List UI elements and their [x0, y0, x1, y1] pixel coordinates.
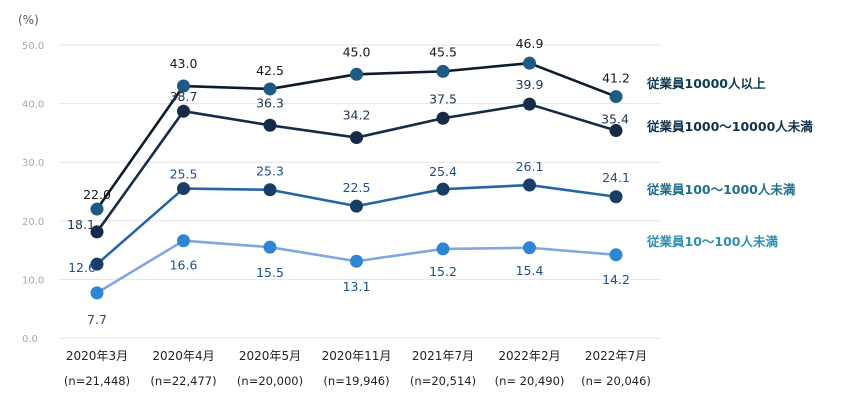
data-label: 25.5	[170, 167, 198, 182]
data-point-marker	[177, 104, 190, 118]
y-tick-label: 0.0	[22, 334, 38, 345]
legend-label: 従業員1000〜10000人未満	[646, 119, 813, 134]
data-point-marker	[609, 248, 623, 262]
x-category-label: 2020年11月	[322, 349, 392, 363]
data-point-marker	[350, 131, 363, 145]
data-point-marker	[263, 183, 277, 197]
x-sample-size-label: (n=22,477)	[150, 374, 216, 388]
y-tick-label: 40.0	[22, 100, 44, 111]
legend-label: 従業員10000人以上	[646, 76, 766, 91]
data-label: 45.5	[429, 44, 457, 59]
data-point-marker	[90, 225, 104, 239]
data-point-marker	[436, 111, 450, 125]
data-point-marker	[436, 242, 450, 256]
y-tick-label: 20.0	[22, 217, 44, 228]
legend: 従業員10000人以上従業員1000〜10000人未満従業員100〜1000人未…	[646, 76, 813, 249]
data-label: 22.5	[343, 180, 371, 195]
data-label: 43.0	[170, 56, 198, 71]
x-sample-size-label: (n=20,514)	[410, 374, 476, 388]
series-markers	[90, 56, 623, 300]
x-category-label: 2022年2月	[498, 349, 560, 363]
data-label: 14.2	[602, 272, 630, 287]
x-sample-size-label: (n=20,000)	[237, 374, 303, 388]
y-axis-ticks: 0.0 10.0 20.0 30.0 40.0 50.0	[22, 41, 44, 345]
data-label: 25.4	[429, 164, 457, 179]
data-label: 18.1	[67, 217, 95, 232]
data-label: 39.9	[516, 77, 544, 92]
gridlines	[60, 44, 660, 339]
x-sample-size-label: (n= 20,490)	[495, 374, 565, 388]
data-label: 15.2	[429, 264, 457, 279]
data-label: 35.4	[601, 112, 629, 127]
data-point-marker	[263, 82, 277, 96]
data-point-marker	[523, 56, 536, 70]
series-line	[96, 183, 617, 266]
x-axis-labels: 2020年3月 2020年4月 2020年5月 2020年11月 2021年7月 2022…	[64, 349, 651, 388]
data-label: 7.7	[87, 312, 107, 327]
y-tick-label: 50.0	[22, 41, 44, 52]
data-point-marker	[609, 124, 623, 138]
y-tick-label: 30.0	[22, 158, 44, 169]
y-unit-label: (%)	[18, 13, 39, 27]
data-label: 38.7	[170, 89, 198, 104]
data-point-marker	[90, 202, 104, 216]
data-labels: 22.0 43.0 42.5 45.0 45.5 46.9 41.2 18.1 38.7 36.3…	[67, 36, 630, 327]
data-point-marker	[177, 79, 190, 93]
data-label: 15.4	[516, 263, 544, 278]
x-category-label: 2020年3月	[66, 349, 128, 363]
x-category-label: 2021年7月	[412, 349, 474, 363]
data-point-marker	[350, 199, 363, 213]
data-point-marker	[263, 118, 277, 132]
data-label: 22.0	[83, 187, 111, 202]
data-label: 24.1	[602, 170, 630, 185]
x-category-label: 2020年5月	[239, 349, 301, 363]
data-point-marker	[523, 178, 536, 192]
data-label: 16.6	[170, 258, 198, 273]
data-point-marker	[263, 240, 277, 254]
data-label: 42.5	[256, 63, 284, 78]
data-label: 26.1	[516, 159, 544, 174]
legend-label: 従業員10〜100人未満	[646, 234, 778, 249]
x-sample-size-label: (n=21,448)	[64, 374, 130, 388]
data-point-marker	[350, 67, 363, 81]
data-label: 25.3	[256, 164, 284, 179]
data-point-marker	[609, 190, 623, 204]
x-category-label: 2022年7月	[585, 349, 647, 363]
data-point-marker	[436, 64, 450, 78]
data-label: 45.0	[343, 44, 371, 59]
data-label: 46.9	[516, 36, 544, 51]
data-point-marker	[350, 254, 363, 268]
data-label: 13.1	[343, 279, 371, 294]
x-sample-size-label: (n=19,946)	[323, 374, 389, 388]
y-tick-label: 10.0	[22, 275, 44, 286]
data-label: 36.3	[256, 95, 284, 110]
legend-label: 従業員100〜1000人未満	[646, 182, 796, 197]
data-point-marker	[177, 234, 190, 248]
x-category-label: 2020年4月	[152, 349, 214, 363]
x-sample-size-label: (n= 20,046)	[581, 374, 651, 388]
data-label: 37.5	[429, 91, 457, 106]
data-point-marker	[177, 182, 190, 196]
data-point-marker	[436, 182, 450, 196]
data-label: 12.6	[68, 260, 96, 275]
data-label: 41.2	[602, 71, 630, 86]
data-point-marker	[523, 97, 536, 111]
data-point-marker	[523, 241, 536, 255]
data-point-marker	[90, 286, 104, 300]
data-label: 34.2	[343, 108, 371, 123]
data-point-marker	[90, 257, 104, 271]
data-point-marker	[609, 90, 623, 104]
data-label: 15.5	[256, 265, 284, 280]
